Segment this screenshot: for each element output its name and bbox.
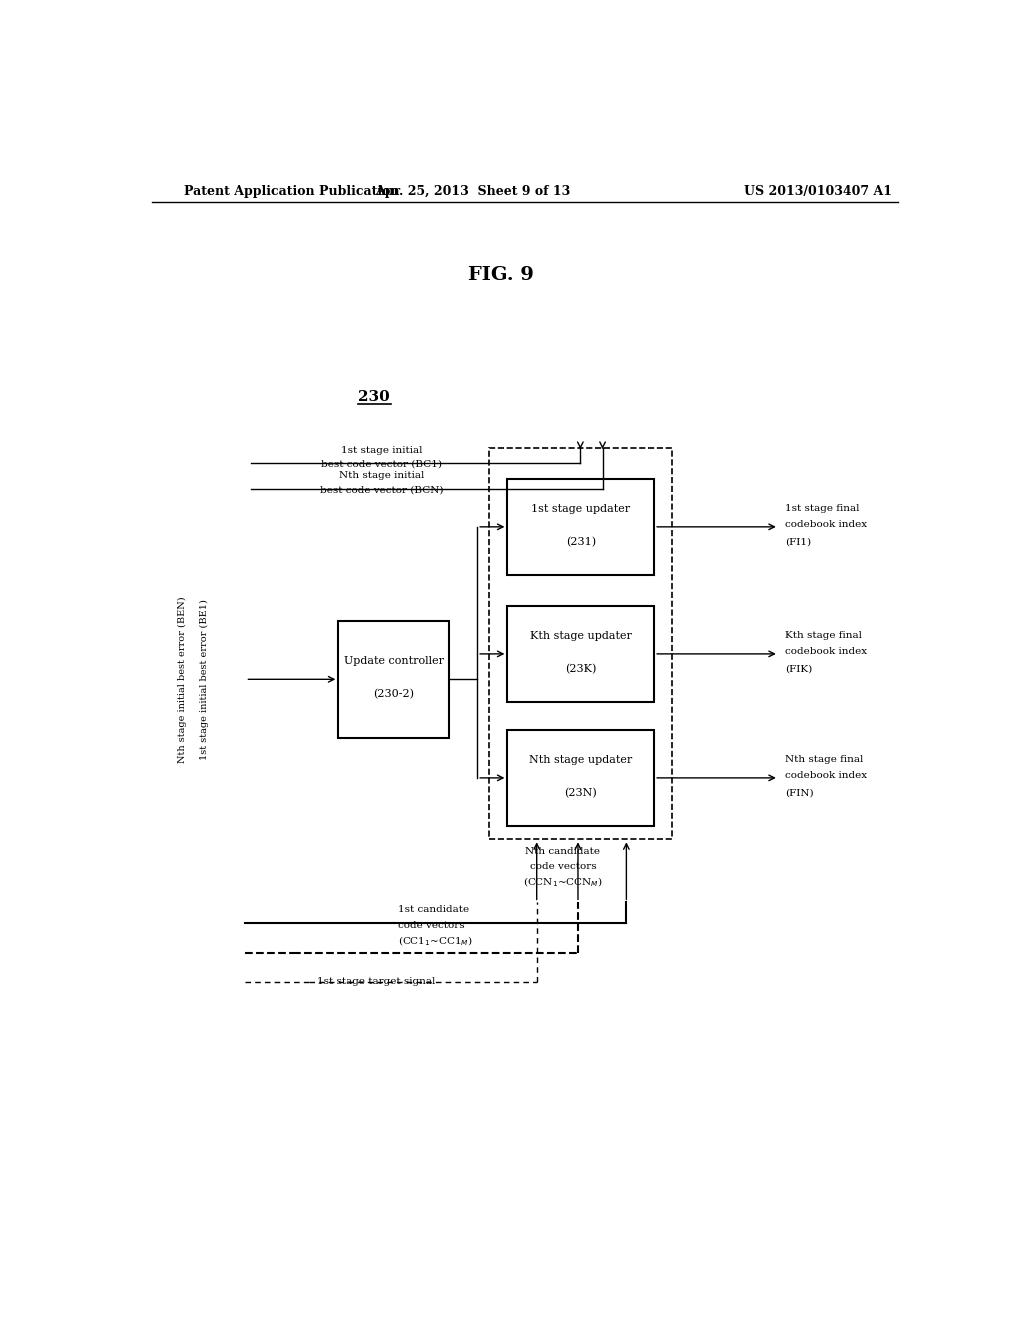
Text: best code vector (BCN): best code vector (BCN) (321, 486, 443, 494)
Text: 1st stage updater: 1st stage updater (531, 503, 631, 513)
Text: Nth stage initial best error (BEN): Nth stage initial best error (BEN) (177, 597, 186, 763)
Text: 1st stage target signal: 1st stage target signal (316, 977, 435, 986)
Text: (FI1): (FI1) (785, 537, 811, 546)
Text: (FIN): (FIN) (785, 788, 814, 797)
Text: FIG. 9: FIG. 9 (468, 267, 534, 284)
Text: code vectors: code vectors (529, 862, 596, 871)
Text: US 2013/0103407 A1: US 2013/0103407 A1 (744, 185, 893, 198)
Text: 1st stage initial: 1st stage initial (341, 446, 423, 454)
Text: Kth stage updater: Kth stage updater (529, 631, 632, 640)
Bar (507, 606, 654, 702)
Text: best code vector (BC1): best code vector (BC1) (322, 459, 442, 469)
Bar (489, 447, 672, 840)
Text: 1st candidate: 1st candidate (397, 906, 469, 913)
Text: Nth stage updater: Nth stage updater (529, 755, 633, 764)
Text: codebook index: codebook index (785, 771, 867, 780)
Bar (507, 730, 654, 826)
Text: Patent Application Publication: Patent Application Publication (183, 185, 399, 198)
Text: Update controller: Update controller (344, 656, 443, 667)
Text: 1st stage initial best error (BE1): 1st stage initial best error (BE1) (200, 599, 209, 760)
Text: (FIK): (FIK) (785, 665, 812, 673)
Text: codebook index: codebook index (785, 520, 867, 529)
Text: codebook index: codebook index (785, 647, 867, 656)
Text: code vectors: code vectors (397, 921, 465, 931)
Text: 1st stage final: 1st stage final (785, 504, 859, 513)
Bar (507, 479, 654, 576)
Text: Nth stage initial: Nth stage initial (339, 471, 425, 480)
Text: (CCN$_1$~CCN$_M$): (CCN$_1$~CCN$_M$) (523, 875, 603, 888)
Text: (23K): (23K) (565, 664, 596, 675)
Text: Nth stage final: Nth stage final (785, 755, 863, 764)
Bar (338, 620, 450, 738)
Text: (231): (231) (565, 537, 596, 548)
Text: Kth stage final: Kth stage final (785, 631, 862, 640)
Text: (CC1$_1$~CC1$_M$): (CC1$_1$~CC1$_M$) (397, 935, 472, 948)
Text: 230: 230 (358, 391, 390, 404)
Text: (23N): (23N) (564, 788, 597, 799)
Text: (230-2): (230-2) (374, 689, 415, 700)
Text: Apr. 25, 2013  Sheet 9 of 13: Apr. 25, 2013 Sheet 9 of 13 (376, 185, 570, 198)
Text: Nth candidate: Nth candidate (525, 847, 600, 857)
